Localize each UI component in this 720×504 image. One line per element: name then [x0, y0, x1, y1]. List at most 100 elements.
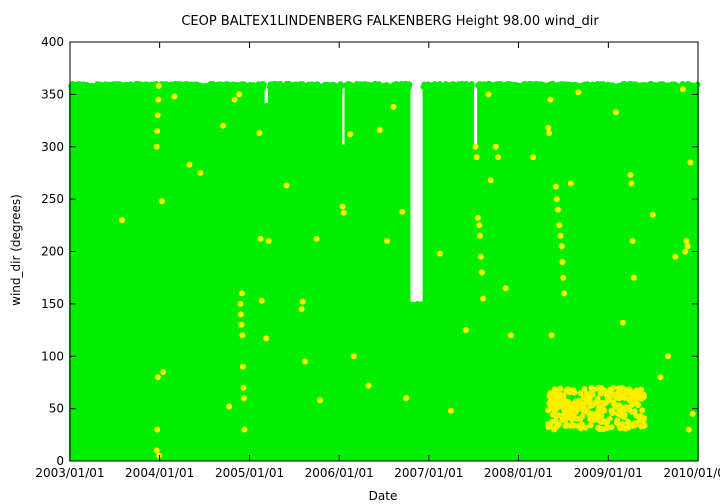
flagged-cluster-point	[631, 397, 638, 404]
flagged-point	[492, 143, 499, 150]
flagged-point	[231, 96, 238, 103]
flagged-point	[155, 96, 162, 103]
x-tick-label: 2008/01/01	[484, 466, 553, 480]
flagged-cluster-point	[628, 401, 635, 408]
flagged-point	[403, 395, 410, 402]
flagged-point	[436, 250, 443, 257]
flagged-point	[340, 209, 347, 216]
primary-point	[133, 80, 140, 87]
primary-point	[257, 84, 264, 91]
flagged-cluster-point	[559, 399, 565, 406]
flagged-point	[265, 238, 272, 244]
flagged-point	[629, 238, 636, 244]
flagged-point	[477, 253, 484, 260]
flagged-cluster-point	[627, 388, 634, 395]
flagged-cluster-point	[619, 421, 626, 428]
primary-point	[456, 81, 463, 87]
flagged-point	[480, 295, 487, 302]
primary-point	[74, 83, 81, 90]
flagged-cluster-point	[561, 411, 568, 418]
flagged-point	[657, 374, 664, 381]
y-tick-label: 0	[56, 454, 64, 468]
primary-point	[633, 82, 640, 89]
flagged-point	[447, 407, 454, 414]
flagged-point	[302, 358, 308, 365]
flagged-point	[552, 183, 559, 190]
primary-point	[420, 304, 427, 311]
flagged-cluster-point	[636, 417, 643, 424]
plot-area	[68, 80, 701, 461]
flagged-cluster-point	[569, 411, 576, 418]
primary-point	[451, 81, 458, 88]
primary-point	[382, 83, 389, 90]
x-tick-label: 2009/01/01	[574, 466, 643, 480]
flagged-point	[119, 217, 126, 224]
flagged-cluster-point	[577, 416, 583, 423]
flagged-cluster-point	[635, 402, 642, 408]
flagged-point	[682, 248, 689, 255]
flagged-point	[628, 180, 635, 187]
primary-point	[399, 82, 406, 89]
flagged-point	[171, 93, 178, 100]
flagged-cluster-point	[572, 398, 579, 405]
y-tick-label: 250	[41, 192, 64, 206]
flagged-cluster-point	[545, 424, 552, 430]
flagged-point	[240, 395, 247, 402]
primary-point	[628, 81, 635, 88]
y-tick-label: 200	[41, 245, 64, 259]
y-tick-label: 50	[49, 402, 64, 416]
flagged-point	[347, 131, 354, 138]
flagged-cluster-point	[594, 385, 601, 392]
flagged-point	[384, 238, 391, 244]
flagged-cluster-point	[582, 424, 589, 431]
flagged-point	[239, 363, 246, 370]
flagged-cluster-point	[557, 385, 564, 392]
y-tick-label: 150	[41, 297, 64, 311]
flagged-cluster-point	[609, 409, 616, 416]
flagged-point	[238, 321, 245, 328]
primary-point	[445, 82, 452, 89]
flagged-cluster-point	[572, 405, 579, 411]
primary-point	[79, 82, 86, 89]
flagged-point	[160, 369, 167, 375]
flagged-cluster-point	[633, 387, 640, 394]
primary-point	[197, 82, 204, 89]
primary-point	[622, 84, 629, 91]
flagged-point	[683, 238, 690, 244]
flagged-cluster-point	[560, 393, 567, 400]
primary-point	[485, 81, 492, 88]
flagged-point	[485, 91, 492, 98]
flagged-cluster-point	[599, 404, 606, 411]
primary-point	[286, 81, 293, 87]
flagged-point	[575, 89, 582, 96]
flagged-point	[684, 243, 691, 250]
primary-point	[548, 81, 555, 87]
flagged-cluster-point	[586, 412, 593, 418]
x-tick-label: 2005/01/01	[215, 466, 284, 480]
flagged-point	[350, 353, 357, 360]
flagged-point	[665, 353, 671, 360]
flagged-cluster-point	[621, 395, 628, 401]
flagged-point	[649, 211, 656, 218]
primary-point	[504, 81, 511, 88]
primary-point	[640, 84, 647, 91]
flagged-cluster-point	[570, 387, 577, 394]
flagged-point	[613, 109, 619, 116]
flagged-point	[256, 130, 263, 137]
primary-point	[241, 81, 248, 88]
primary-point	[602, 82, 609, 89]
flagged-point	[502, 285, 509, 292]
flagged-cluster-point	[633, 412, 640, 419]
primary-point	[579, 82, 586, 89]
flagged-point	[154, 426, 161, 433]
x-axis-label: Date	[369, 489, 398, 503]
primary-point	[314, 82, 321, 89]
x-tick-label: 2007/01/01	[394, 466, 463, 480]
flagged-point	[236, 91, 243, 98]
flagged-cluster-point	[614, 419, 620, 426]
flagged-cluster-point	[563, 387, 570, 394]
flagged-point	[557, 232, 564, 239]
flagged-point	[627, 172, 634, 178]
flagged-cluster-point	[587, 422, 594, 429]
primary-point	[645, 82, 652, 89]
